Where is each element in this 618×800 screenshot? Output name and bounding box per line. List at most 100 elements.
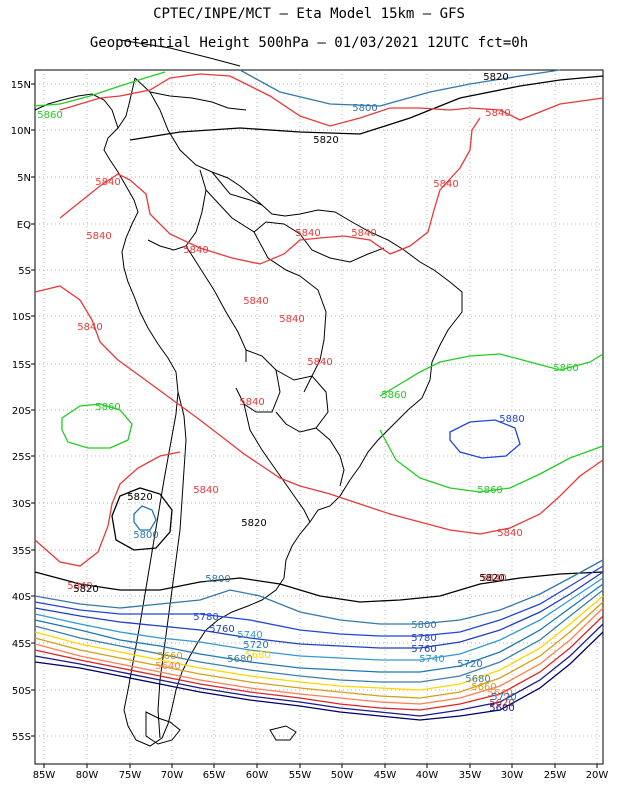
lon-label: 40W (416, 770, 439, 781)
contour-label: 5840 (243, 296, 268, 307)
lon-label: 60W (246, 770, 269, 781)
contour-label: 5640 (487, 688, 512, 699)
contour-label: 5740 (419, 654, 444, 665)
contour-label: 5780 (193, 612, 218, 623)
contour-label: 5840 (307, 357, 332, 368)
contour-label: 5660 (157, 651, 182, 662)
contour-label: 5680 (245, 650, 270, 661)
contour-label: 5720 (243, 640, 268, 651)
contour-label: 5820 (73, 584, 98, 595)
height-contours (34, 69, 604, 721)
contour-5780 (34, 565, 604, 637)
contour-5580 (34, 631, 604, 721)
border-brazil-west (205, 189, 327, 393)
contour-label: 5600 (489, 703, 514, 714)
contour-label: 5840 (497, 528, 522, 539)
contour-5860-north (34, 71, 166, 107)
contour-label: 5840 (95, 177, 120, 188)
lat-label: EQ (17, 220, 31, 231)
contour-label: 5720 (457, 659, 482, 670)
caribbean-coast (149, 91, 247, 111)
cuba (119, 39, 241, 67)
lon-label: 55W (289, 770, 312, 781)
contour-label: 5820 (241, 518, 266, 529)
contour-5820-south (34, 571, 604, 603)
contour-5640 (34, 607, 604, 705)
contour-5860-east (379, 353, 604, 397)
contour-5720 (34, 583, 604, 673)
lat-label: 10S (12, 312, 31, 323)
contour-5660 (34, 601, 604, 699)
contour-label: 5840 (433, 179, 458, 190)
contour-5800-south (34, 559, 604, 625)
border-argentina (243, 403, 311, 523)
lon-label: 50W (331, 770, 354, 781)
contour-5840-north (59, 73, 604, 127)
lat-label: 55S (12, 732, 31, 743)
contour-label: 5840 (77, 322, 102, 333)
lat-label: 10N (11, 126, 31, 137)
contour-5800-low-inner (133, 505, 157, 531)
border-uruguay (315, 427, 345, 487)
border-paraguay (275, 369, 329, 433)
border-bolivia (235, 349, 281, 413)
lon-label: 75W (119, 770, 142, 781)
contour-label: 5840 (193, 485, 218, 496)
contour-label: 5840 (351, 228, 376, 239)
contour-label: 5860 (37, 110, 62, 121)
lat-label: 40S (12, 592, 31, 603)
contour-label: 5660 (471, 682, 496, 693)
contour-5800-north (239, 69, 561, 107)
contour-label: 5780 (411, 633, 436, 644)
contour-label: 5860 (553, 363, 578, 374)
border-peru (185, 245, 247, 362)
lat-label: 45S (12, 639, 31, 650)
map-subtitle: Geopotential Height 500hPa – 01/03/2021 … (89, 35, 529, 51)
contour-label: 5860 (95, 402, 120, 413)
contour-label: 5840 (279, 314, 304, 325)
contour-label: 5840 (183, 245, 208, 256)
central-america (34, 93, 119, 129)
contour-label: 5800 (352, 103, 377, 114)
lat-label: 5S (18, 266, 31, 277)
contour-label: 5680 (227, 654, 252, 665)
contour-5840-interior (59, 117, 481, 265)
lon-label: 65W (203, 770, 226, 781)
tierra-del-fuego (145, 711, 181, 745)
contour-5760 (34, 571, 604, 649)
contour-label: 5640 (155, 661, 180, 672)
lon-label: 20W (586, 770, 609, 781)
contour-5700 (34, 589, 604, 683)
lat-label: 15N (11, 80, 31, 91)
axis-ticks (31, 83, 598, 768)
contour-5860-south (379, 429, 604, 493)
lon-label: 80W (76, 770, 99, 781)
contour-5820-north (129, 75, 604, 141)
lon-label: 30W (501, 770, 524, 781)
contour-5740 (34, 577, 604, 661)
lat-label: 20S (12, 406, 31, 417)
contour-label: 5840 (86, 231, 111, 242)
contour-5880-atlantic (449, 419, 521, 459)
contour-label: 5840 (67, 581, 92, 592)
contour-5840-south (34, 285, 604, 535)
contour-5840-west (34, 451, 181, 567)
lat-label: 5N (17, 173, 31, 184)
contour-label: 5740 (237, 630, 262, 641)
contour-5820-low-outer (111, 487, 173, 551)
lat-label: 25S (12, 452, 31, 463)
contour-5600 (34, 623, 604, 717)
contour-label: 5840 (239, 397, 264, 408)
lon-label: 25W (544, 770, 567, 781)
contour-label: 5800 (133, 530, 158, 541)
contour-label: 5760 (209, 624, 234, 635)
border-colombia (147, 169, 207, 251)
contour-label: 5840 (485, 108, 510, 119)
border-venezuela (211, 171, 263, 206)
latitude-labels: 15N 10N 5N EQ 5S 10S 15S 20S 25S 30S 35S 40S 45S 50S 5… (11, 80, 31, 743)
contour-5860-pacific (61, 403, 133, 449)
contour-label: 5820 (483, 72, 508, 83)
contour-label: 5760 (411, 644, 436, 655)
contour-label: 5800 (411, 620, 436, 631)
